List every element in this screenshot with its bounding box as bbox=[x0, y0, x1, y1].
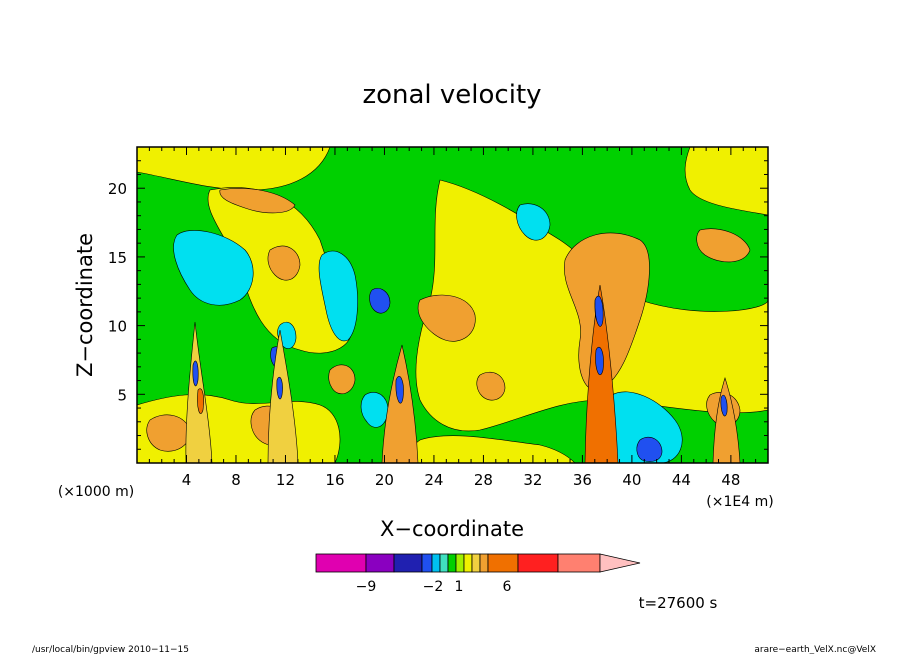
contour-cyan-upper-left bbox=[173, 230, 254, 306]
colorbar-swatch bbox=[517, 553, 559, 573]
contour-cyan-center-column bbox=[318, 250, 358, 342]
y-tick-label: 15 bbox=[108, 249, 127, 267]
colorbar bbox=[315, 553, 641, 573]
contour-orange-left-mid bbox=[328, 364, 356, 395]
colorbar-swatch bbox=[463, 553, 473, 573]
x-tick-label: 32 bbox=[523, 471, 542, 489]
contour-blue-core-right bbox=[636, 436, 663, 462]
contour-orange-upper-right bbox=[696, 228, 751, 263]
y-tick-label: 20 bbox=[108, 180, 127, 198]
x-tick-label: 40 bbox=[622, 471, 641, 489]
contour-cyan-upper-right bbox=[516, 203, 551, 241]
x-tick-label: 36 bbox=[573, 471, 592, 489]
contour-blue-core-center bbox=[369, 288, 391, 314]
x-tick-label: 20 bbox=[375, 471, 394, 489]
y-tick-label: 5 bbox=[117, 386, 127, 404]
x-tick-label: 48 bbox=[721, 471, 740, 489]
colorbar-swatch bbox=[439, 553, 449, 573]
colorbar-label: −9 bbox=[356, 579, 377, 595]
contour-orange-band-top bbox=[219, 188, 296, 214]
plume-column-x37 bbox=[584, 284, 619, 463]
colorbar-swatch bbox=[487, 553, 519, 573]
footer-left: /usr/local/bin/gpview 2010−11−15 bbox=[32, 645, 189, 654]
colorbar-swatch bbox=[447, 553, 457, 573]
contour-orange-diagonal bbox=[267, 245, 301, 281]
contour-orange-center-upper bbox=[417, 294, 476, 342]
colorbar-swatch bbox=[455, 553, 465, 573]
colorbar-swatch bbox=[365, 553, 395, 573]
chart-title: zonal velocity bbox=[362, 80, 541, 110]
x-tick-label: 4 bbox=[182, 471, 192, 489]
x-axis: 4 8 12 16 20 24 28 32 36 40 44 48 bbox=[148, 147, 757, 489]
contour-yellow-top-right bbox=[684, 147, 768, 216]
colorbar-labels: −9 −2 1 6 bbox=[356, 579, 512, 595]
colorbar-swatch bbox=[471, 553, 481, 573]
x-axis-label: X−coordinate bbox=[380, 517, 524, 541]
y-axis: 5 10 15 20 bbox=[108, 160, 768, 450]
x-tick-label: 28 bbox=[474, 471, 493, 489]
colorbar-arrow bbox=[599, 553, 641, 573]
colorbar-label: 6 bbox=[503, 579, 512, 595]
colorbar-swatch bbox=[431, 553, 441, 573]
y-axis-label: Z−coordinate bbox=[73, 233, 97, 377]
y-tick-label: 10 bbox=[108, 318, 127, 336]
plume-column-x48 bbox=[712, 377, 741, 463]
x-tick-label: 44 bbox=[672, 471, 691, 489]
colorbar-swatch bbox=[393, 553, 423, 573]
colorbar-swatch bbox=[557, 553, 601, 573]
x-tick-label: 16 bbox=[325, 471, 344, 489]
contour-cyan-center-lower bbox=[360, 391, 389, 428]
plume-column-x21 bbox=[381, 344, 419, 463]
contour-field bbox=[137, 147, 768, 463]
colorbar-swatch bbox=[479, 553, 489, 573]
x-unit-left: (×1000 m) bbox=[58, 484, 134, 500]
contour-orange-middle-right bbox=[476, 371, 506, 401]
contour-orange-bottom-left bbox=[146, 414, 191, 452]
x-tick-label: 12 bbox=[276, 471, 295, 489]
plume-column-x12 bbox=[267, 329, 299, 463]
colorbar-swatch bbox=[421, 553, 433, 573]
plot-frame bbox=[136, 146, 769, 464]
x-unit-right: (×1E4 m) bbox=[706, 494, 773, 510]
colorbar-swatch bbox=[315, 553, 367, 573]
time-label: t=27600 s bbox=[639, 594, 718, 612]
colorbar-label: −2 bbox=[423, 579, 444, 595]
colorbar-label: 1 bbox=[455, 579, 464, 595]
footer-right: arare−earth_VelX.nc@VelX bbox=[754, 645, 876, 654]
plume-column-x4 bbox=[185, 321, 213, 463]
contour-orange-right-block bbox=[564, 232, 650, 391]
x-tick-label: 8 bbox=[231, 471, 241, 489]
x-tick-label: 24 bbox=[424, 471, 443, 489]
